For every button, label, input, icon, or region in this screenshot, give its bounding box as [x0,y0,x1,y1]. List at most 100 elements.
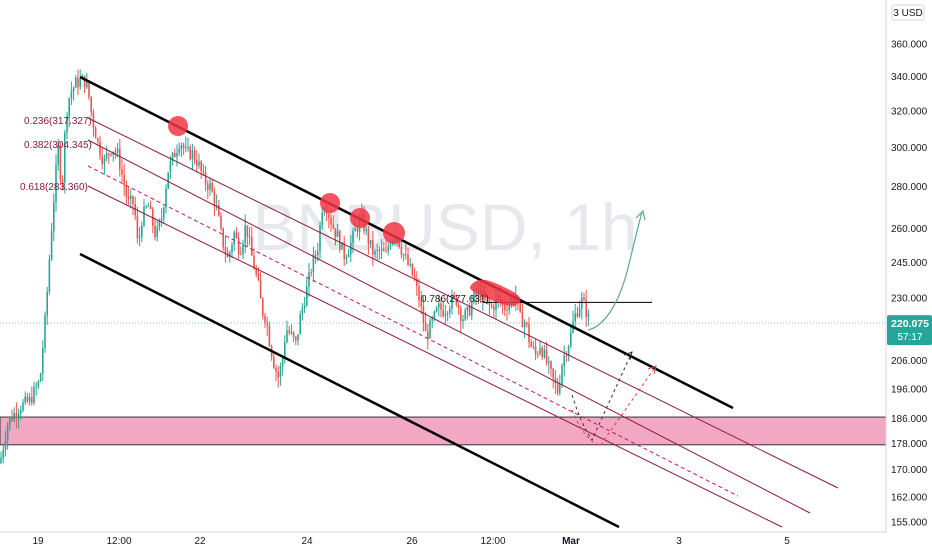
candle-body [297,334,299,341]
candle-body [127,196,130,199]
time-tick-label: 24 [301,536,313,547]
fib-line-0500 [87,165,739,497]
candle-body [473,292,475,303]
candle-body [442,309,444,317]
price-tick-label: 245.000 [891,258,928,269]
candle-body [264,315,266,323]
candle-body [534,346,537,354]
candle-body [50,231,53,260]
candle-body [332,224,334,229]
price-tick-label: 280.000 [891,182,928,193]
candle-body [218,204,220,216]
candle-body [385,251,387,253]
candle-body [70,91,73,99]
candle-body [2,449,4,458]
candle-body [334,228,337,237]
candle-body [471,302,473,316]
candle-body [66,116,68,133]
candle-body [556,383,559,394]
candle-body [11,417,13,421]
candle-body [0,457,2,463]
candle-body [259,279,262,299]
time-tick-label: 19 [32,536,44,547]
candle-body [202,170,205,173]
candle-body [189,146,191,160]
candle-body [341,242,343,250]
candle-body [449,308,451,314]
time-tick-label: 3 [676,536,682,547]
candle-body [257,273,260,280]
candle-body [44,315,46,348]
candle-body [416,279,418,286]
dashed-arrow-2 [571,365,657,447]
fib-channel-lines [87,117,839,528]
candle-body [418,285,420,302]
candle-body [130,196,132,199]
candle-body [521,311,524,328]
candle-body [75,77,77,88]
candle-body [31,396,33,403]
candle-body [504,304,506,311]
candle-body [378,250,381,252]
candle-body [79,79,81,88]
candle-body [154,225,156,238]
candle-body [125,186,128,197]
fib-label-0236: 0.236(317.327) [24,116,92,127]
candle-body [231,244,233,253]
candle-body [486,298,488,301]
candle-body [220,215,222,229]
candle-body [46,291,48,316]
candle-body [119,148,121,170]
candle-body [222,228,224,248]
candle-body [286,330,288,343]
candle-body [308,272,310,287]
candle-body [17,413,20,418]
candle-body [240,253,242,255]
candle-body [312,254,315,273]
candle-body [354,228,356,232]
candle-body [541,347,543,358]
price-axis[interactable]: 3 USD 360.000 340.000 320.000 300.000 280.00… [885,0,928,532]
candle-body [323,211,326,213]
candle-body [163,207,165,219]
candle-body [37,381,40,387]
candle-body [200,161,202,171]
candle-body [15,412,18,418]
time-axis[interactable]: 19 12:00 22 24 26 12:00 Mar 3 5 [0,531,886,547]
candle-body [545,349,548,363]
candle-body [193,150,196,161]
candle-body [519,300,521,312]
candle-body [215,204,218,206]
candle-body [86,82,88,88]
candle-body [94,127,97,139]
candle-body [83,75,86,88]
candle-body [433,311,436,319]
candle-body [376,250,378,252]
candle-body [424,323,427,332]
candle-body [325,211,328,215]
candle-body [101,155,103,164]
candle-body [138,236,141,238]
candle-body [574,313,576,322]
candle-body [493,306,495,311]
candle-body [116,148,119,153]
candle-body [567,346,570,356]
candle-body [431,318,433,321]
candle-body [561,365,563,385]
candle-body [251,237,253,256]
candle-body [108,153,110,155]
candle-body [464,310,466,320]
candle-body [147,206,150,208]
candle-body [141,225,143,237]
candle-body [583,297,585,301]
fib-line-0618 [87,185,783,528]
candle-body [429,320,431,339]
touch-marker [320,193,340,213]
price-tick-label: 360.000 [891,40,928,51]
candle-body [39,373,42,382]
candle-body [48,259,51,292]
currency-button[interactable] [891,4,925,21]
